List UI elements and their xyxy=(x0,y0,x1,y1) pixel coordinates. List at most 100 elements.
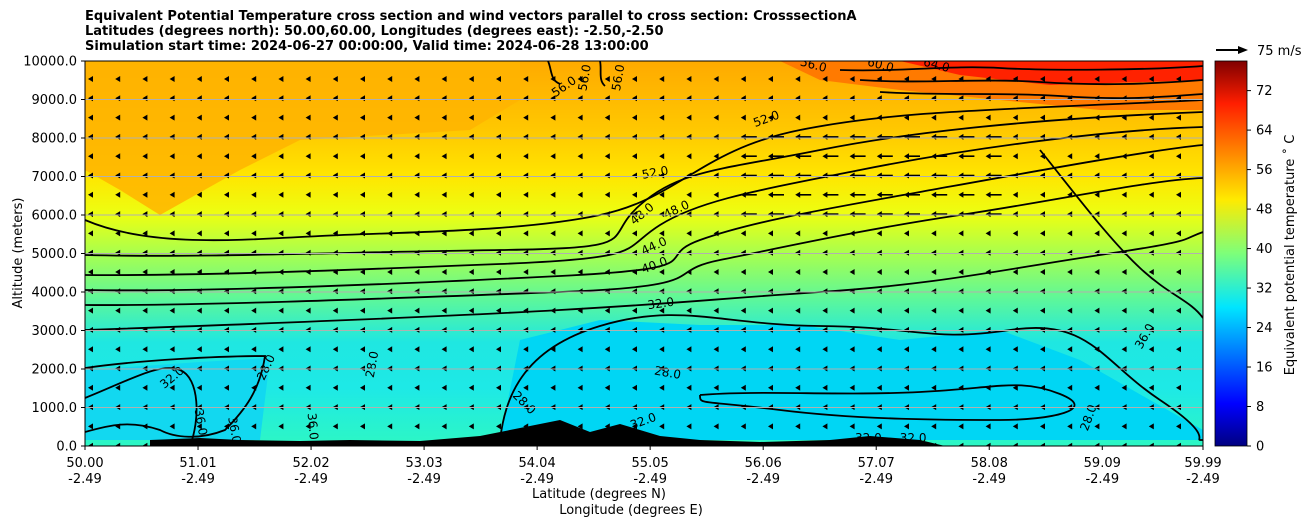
wind-vector-arrow xyxy=(1121,249,1127,256)
wind-vector-arrow xyxy=(278,384,284,391)
wind-vector-arrow xyxy=(169,230,175,237)
wind-vector-arrow xyxy=(1094,153,1100,160)
wind-vector-arrow xyxy=(523,114,529,121)
wind-vector-arrow xyxy=(468,114,474,121)
wind-vector-arrow xyxy=(251,442,257,446)
wind-vector-arrow xyxy=(496,76,501,82)
wind-vector-arrow xyxy=(740,153,746,160)
wind-vector-arrow xyxy=(686,269,692,275)
wind-vector-arrow xyxy=(1203,269,1208,275)
wind-vector-arrow xyxy=(931,423,937,430)
wind-vector-arrow xyxy=(849,384,855,391)
wind-vector-arrow xyxy=(550,307,556,314)
wind-vector-arrow xyxy=(305,307,311,314)
wind-vector-arrow xyxy=(387,307,393,314)
wind-vector-arrow xyxy=(88,191,93,198)
wind-vector-arrow xyxy=(441,326,447,333)
wind-vector-arrow xyxy=(1176,326,1181,333)
wind-vector-arrow xyxy=(1121,114,1127,121)
wind-vector-arrow xyxy=(224,442,229,446)
wind-vector-arrow xyxy=(387,211,393,218)
wind-vector-arrow xyxy=(876,288,882,295)
wind-vector-arrow xyxy=(740,249,746,256)
wind-vector-arrow xyxy=(795,249,801,256)
contour-line xyxy=(547,61,561,85)
wind-vector-arrow xyxy=(604,230,610,237)
wind-vector-arrow xyxy=(686,442,692,446)
wind-vector-arrow xyxy=(740,307,746,314)
wind-vector-arrow xyxy=(822,191,828,198)
wind-vector-arrow xyxy=(360,326,365,333)
wind-vector-arrow xyxy=(1094,288,1100,295)
wind-vector-arrow xyxy=(577,307,583,314)
wind-vector-arrow xyxy=(1012,153,1018,160)
wind-vector-arrow xyxy=(496,153,501,160)
wind-vector-arrow xyxy=(822,288,828,295)
wind-vector-arrow xyxy=(550,153,556,160)
wind-vector-arrow xyxy=(1040,423,1045,430)
wind-vector-arrow xyxy=(115,249,121,256)
wind-vector-arrow xyxy=(332,191,338,198)
wind-vector-arrow xyxy=(577,249,583,256)
wind-vector-arrow xyxy=(278,423,284,430)
wind-vector-arrow xyxy=(632,442,637,446)
wind-vector-arrow xyxy=(876,249,882,256)
wind-vector-arrow xyxy=(659,307,665,314)
wind-vector-arrow xyxy=(632,114,637,121)
wind-vector-arrow xyxy=(169,269,175,275)
wind-vector-arrow xyxy=(604,384,610,391)
wind-vector-arrow xyxy=(904,269,909,275)
wind-vector-arrow xyxy=(795,230,801,237)
wind-vector-arrow xyxy=(1094,191,1100,198)
wind-vector-arrow xyxy=(523,307,529,314)
wind-vector-arrow xyxy=(142,326,148,333)
wind-vector-arrow xyxy=(115,442,121,446)
wind-vector-arrow xyxy=(305,326,311,333)
wind-vector-arrow xyxy=(305,384,311,391)
wind-vector-arrow xyxy=(1203,173,1208,179)
wind-vector-arrow xyxy=(849,249,855,256)
wind-vector-arrow xyxy=(1176,76,1181,82)
wind-vector-arrow xyxy=(1203,404,1208,410)
y-tick-label: 6000.0 xyxy=(32,209,78,224)
wind-vector-arrow xyxy=(251,76,257,82)
wind-vector-arrow xyxy=(904,423,909,430)
wind-vector-arrow xyxy=(904,153,909,160)
wind-vector-arrow xyxy=(523,384,529,391)
wind-vector-arrow xyxy=(387,269,393,275)
wind-vector-arrow xyxy=(441,307,447,314)
wind-vector-arrow xyxy=(1067,269,1073,275)
wind-vector-arrow xyxy=(496,307,501,314)
wind-vector-arrow xyxy=(822,423,828,430)
wind-vector-arrow xyxy=(632,346,637,353)
colorbar-frame xyxy=(1214,60,1248,447)
wind-vector-arrow xyxy=(196,442,202,446)
wind-vector-arrow xyxy=(577,326,583,333)
wind-vector-arrow xyxy=(1040,249,1045,256)
wind-vector-arrow xyxy=(795,153,801,160)
wind-vector-arrow xyxy=(251,384,257,391)
wind-vector-arrow xyxy=(659,249,665,256)
wind-vector-arrow xyxy=(958,326,964,333)
wind-vector-arrow xyxy=(985,288,991,295)
wind-vector-arrow xyxy=(577,191,583,198)
contour-label: 52.0 xyxy=(641,163,670,181)
wind-vector-arrow xyxy=(142,307,148,314)
wind-vector-arrow xyxy=(958,307,964,314)
wind-vector-arrow xyxy=(278,76,284,82)
wind-vector-arrow xyxy=(958,211,964,218)
contour-label: 32.0 xyxy=(855,431,882,445)
wind-vector-arrow xyxy=(1012,114,1018,121)
wind-vector-arrow xyxy=(849,326,855,333)
wind-vector-arrow xyxy=(1121,326,1127,333)
x-tick-label-lon: -2.49 xyxy=(1085,472,1119,487)
wind-vector-arrow xyxy=(904,191,909,198)
cold-region-lower xyxy=(500,320,1203,440)
wind-vector-arrow xyxy=(387,423,393,430)
wind-vector-arrow xyxy=(876,76,882,82)
wind-vector-arrow xyxy=(196,269,202,275)
wind-vector-arrow xyxy=(1012,384,1018,391)
wind-vector-arrow xyxy=(768,384,773,391)
x-tick-label-lon: -2.49 xyxy=(181,472,215,487)
x-tick-label-lon: -2.49 xyxy=(633,472,667,487)
